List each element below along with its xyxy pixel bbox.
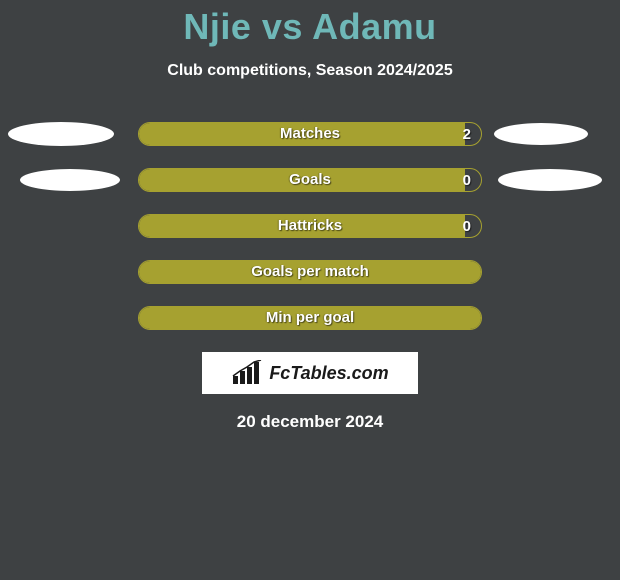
decorative-ellipse-left xyxy=(8,122,114,146)
stat-row: 0Goals xyxy=(0,168,620,192)
page-title: Njie vs Adamu xyxy=(0,0,620,48)
stat-bar-fill xyxy=(139,261,481,283)
brand-logo-box: FcTables.com xyxy=(202,352,418,394)
stat-row: 2Matches xyxy=(0,122,620,146)
stat-bar-frame: 0 xyxy=(138,214,482,238)
stat-bar-frame: 2 xyxy=(138,122,482,146)
comparison-infographic: Njie vs Adamu Club competitions, Season … xyxy=(0,0,620,580)
stat-bar-frame xyxy=(138,260,482,284)
page-subtitle: Club competitions, Season 2024/2025 xyxy=(0,62,620,80)
decorative-ellipse-left xyxy=(20,169,120,191)
stat-row: Goals per match xyxy=(0,260,620,284)
footer-date: 20 december 2024 xyxy=(0,412,620,432)
stat-row: Min per goal xyxy=(0,306,620,330)
brand-logo-text: FcTables.com xyxy=(269,363,388,384)
stat-row: 0Hattricks xyxy=(0,214,620,238)
bars-icon xyxy=(231,360,265,386)
stat-bar-fill xyxy=(139,215,465,237)
stat-bar-fill xyxy=(139,169,465,191)
stat-bar-frame: 0 xyxy=(138,168,482,192)
decorative-ellipse-right xyxy=(498,169,602,191)
stat-bar-fill xyxy=(139,307,481,329)
stat-bar-frame xyxy=(138,306,482,330)
decorative-ellipse-right xyxy=(494,123,588,145)
stat-rows: 2Matches 0Goals 0Hattricks Goals per match M… xyxy=(0,122,620,330)
stat-bar-fill xyxy=(139,123,465,145)
